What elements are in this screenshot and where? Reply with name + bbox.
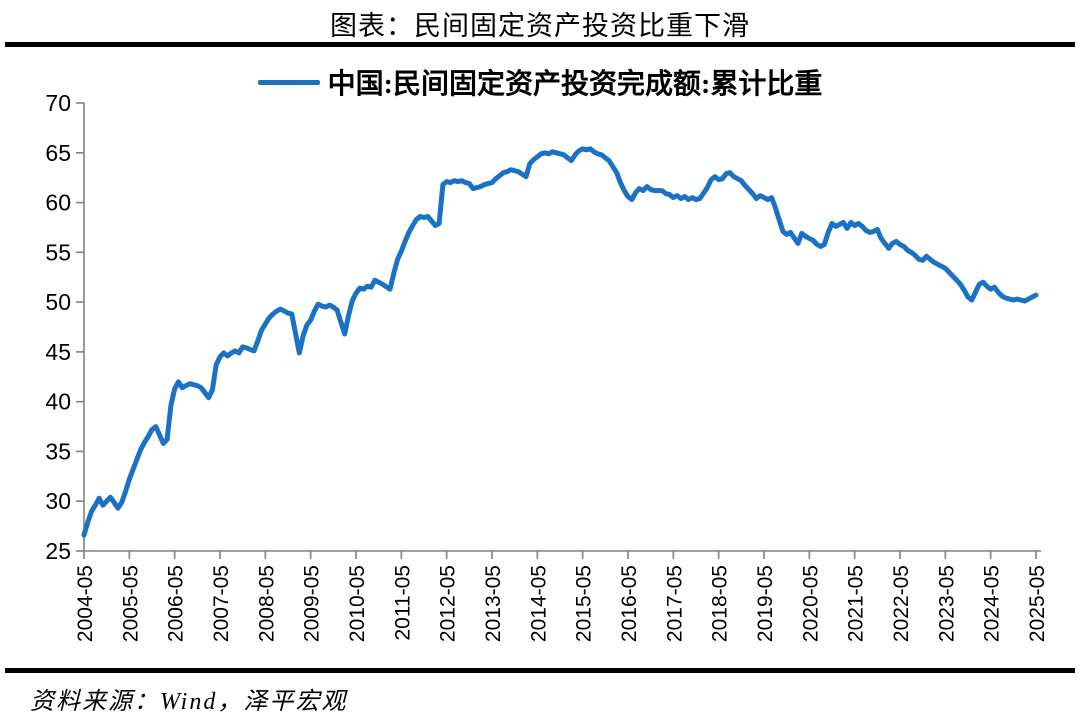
x-axis-tick-label: 2018-05 — [709, 565, 732, 642]
legend-line-swatch — [257, 79, 320, 85]
legend-label: 中国:民间固定资产投资完成额:累计比重 — [327, 69, 823, 100]
series-line — [81, 146, 1039, 538]
x-axis-tick-label: 2009-05 — [301, 565, 324, 642]
x-axis-tick-label: 2005-05 — [119, 565, 142, 642]
x-axis-tick-label: 2012-05 — [437, 565, 460, 642]
y-axis-tick-label: 70 — [45, 90, 71, 116]
y-axis-tick-label: 30 — [45, 488, 71, 514]
x-axis-tick-label: 2019-05 — [754, 565, 777, 642]
y-axis-tick-label: 50 — [45, 289, 71, 315]
y-axis-tick-label: 40 — [45, 389, 71, 415]
y-axis-tick-label: 55 — [45, 239, 71, 265]
x-axis-tick-label: 2022-05 — [890, 565, 913, 642]
y-axis-tick-label: 25 — [45, 538, 71, 564]
x-axis-tick-label: 2024-05 — [981, 565, 1004, 642]
x-axis-tick-label: 2011-05 — [391, 565, 414, 641]
legend: 中国:民间固定资产投资完成额:累计比重 — [0, 62, 1080, 102]
x-axis-tick-label: 2007-05 — [210, 565, 233, 642]
top-divider-rule — [5, 42, 1075, 47]
x-axis-tick-label: 2004-05 — [74, 565, 97, 642]
x-axis-tick-label: 2010-05 — [346, 565, 369, 642]
y-axis-tick-label: 60 — [45, 190, 71, 216]
x-axis-tick-label: 2016-05 — [618, 565, 641, 642]
x-axis-tick-label: 2023-05 — [935, 565, 958, 642]
y-axis-tick-label: 65 — [45, 140, 71, 166]
x-axis-tick-label: 2013-05 — [482, 565, 505, 642]
x-axis-tick-label: 2014-05 — [527, 565, 550, 642]
x-axis-tick-label: 2025-05 — [1026, 565, 1049, 642]
x-axis-tick-label: 2008-05 — [255, 565, 278, 642]
y-axis-tick-label: 45 — [45, 339, 71, 365]
x-axis-tick-label: 2006-05 — [165, 565, 188, 642]
x-axis-tick-label: 2020-05 — [799, 565, 822, 642]
bottom-divider-rule — [5, 668, 1075, 673]
x-axis-tick-label: 2017-05 — [663, 565, 686, 642]
x-axis-tick-label: 2021-05 — [845, 565, 868, 642]
x-axis-tick-label: 2015-05 — [573, 565, 596, 642]
y-axis-tick-label: 35 — [45, 438, 71, 464]
source-text: 资料来源：Wind，泽平宏观 — [30, 689, 348, 715]
chart-title: 图表：民间固定资产投资比重下滑 — [330, 11, 750, 41]
